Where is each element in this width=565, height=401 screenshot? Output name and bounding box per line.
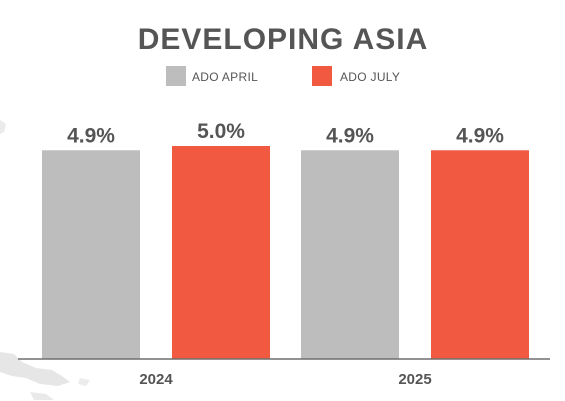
legend-swatch-ado-july <box>312 66 332 86</box>
value-label-2024-ado-july: 5.0% <box>197 120 245 143</box>
value-label-2025-ado-april: 4.9% <box>326 124 374 147</box>
value-label-2024-ado-april: 4.9% <box>67 124 115 147</box>
bars <box>42 146 529 359</box>
bar-2025-ado-april <box>301 150 399 359</box>
legend-label-ado-april: ADO APRIL <box>192 70 258 84</box>
bar-2025-ado-july <box>431 150 529 359</box>
value-label-2025-ado-july: 4.9% <box>456 124 504 147</box>
map-decoration <box>0 120 90 400</box>
bar-2024-ado-july <box>172 146 270 359</box>
chart-title: DEVELOPING ASIA <box>138 23 429 56</box>
legend: ADO APRIL ADO JULY <box>166 66 400 86</box>
x-tick-label-2024: 2024 <box>139 371 173 388</box>
value-labels: 4.9% 5.0% 4.9% 4.9% <box>67 120 504 147</box>
x-tick-label-2025: 2025 <box>398 371 431 388</box>
bar-2024-ado-april <box>42 150 140 359</box>
legend-label-ado-july: ADO JULY <box>340 70 400 84</box>
legend-swatch-ado-april <box>166 66 186 86</box>
